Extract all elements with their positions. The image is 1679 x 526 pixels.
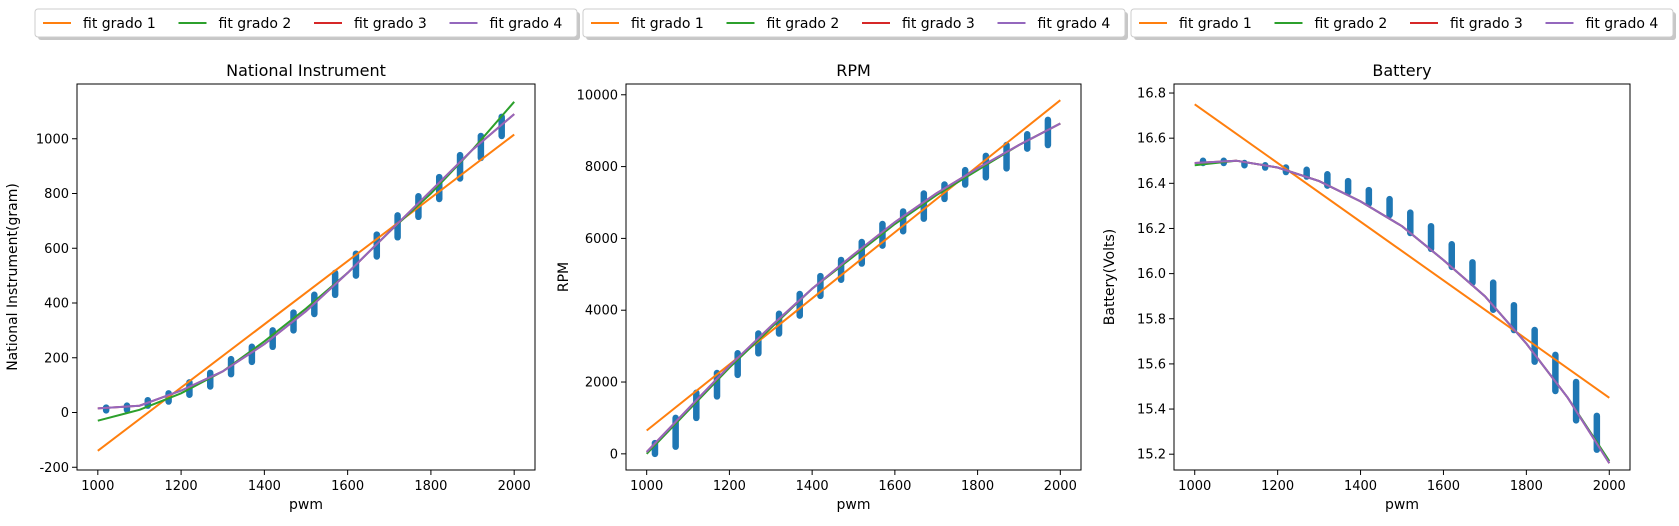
axes-frame	[625, 83, 1082, 471]
y-tick-label: 0	[610, 447, 618, 462]
y-tick-label: 600	[44, 242, 69, 257]
legend-label-4: fit grado 4	[1586, 16, 1659, 32]
y-tick-label: 400	[44, 297, 69, 312]
plot-area	[1194, 103, 1611, 464]
legend: fit grado 1 fit grado 2 fit grado 3 fit gra…	[34, 8, 580, 40]
x-tick-label: 1000	[630, 479, 663, 494]
legend-label-1: fit grado 1	[1179, 16, 1252, 32]
series-line-3	[97, 113, 515, 410]
legend: fit grado 1 fit grado 2 fit grado 3 fit gra…	[1130, 8, 1676, 40]
y-axis-label: Battery(Volts)	[1102, 229, 1118, 325]
series-line-1	[1194, 103, 1610, 399]
x-tick-label: 1200	[165, 479, 198, 494]
y-tick-label: 10000	[577, 88, 618, 103]
y-tick-label: 16.6	[1137, 132, 1166, 147]
plot-area	[645, 99, 1061, 458]
plot-area	[97, 101, 515, 452]
x-tick-label: 1000	[81, 479, 114, 494]
x-axis-label: pwm	[837, 497, 871, 513]
subplot-2: RPM 1000 1200 1400 1600 1800 2000 0 2000 4000 6000…	[556, 8, 1128, 513]
legend-label-2: fit grado 2	[767, 16, 840, 32]
legend-label-3: fit grado 3	[1450, 16, 1523, 32]
x-tick-label: 1600	[878, 479, 911, 494]
y-tick-label: 0	[61, 406, 69, 421]
y-axis-label: National Instrument(gram)	[5, 183, 21, 371]
x-tick-label: 1200	[1261, 479, 1294, 494]
y-tick-label: 15.4	[1137, 403, 1166, 418]
legend-box	[34, 8, 578, 38]
x-tick-label: 1800	[1510, 479, 1543, 494]
x-tick-label: 2000	[1044, 479, 1077, 494]
legend-box	[582, 8, 1126, 38]
x-tick-label: 1400	[248, 479, 281, 494]
y-tick-label: 15.6	[1137, 357, 1166, 372]
y-tick-label: 200	[44, 351, 69, 366]
series-line-2	[645, 122, 1061, 455]
series-line-3	[645, 122, 1061, 453]
x-tick-label: 1200	[713, 479, 746, 494]
legend-box	[1130, 8, 1674, 38]
x-tick-label: 1000	[1178, 479, 1211, 494]
y-tick-label: 4000	[585, 304, 618, 319]
y-tick-label: 15.2	[1137, 448, 1166, 463]
y-tick-label: 8000	[585, 160, 618, 175]
series-line-4	[97, 113, 515, 410]
y-tick-label: 2000	[585, 376, 618, 391]
x-axis-label: pwm	[1385, 497, 1419, 513]
x-tick-label: 1800	[414, 479, 447, 494]
y-tick-label: 16.8	[1137, 87, 1166, 102]
series-line-2	[1194, 159, 1611, 462]
y-axis-label: RPM	[556, 262, 572, 292]
legend-label-2: fit grado 2	[1315, 16, 1388, 32]
x-tick-label: 1400	[1344, 479, 1377, 494]
x-tick-label: 1800	[961, 479, 994, 494]
legend-label-2: fit grado 2	[219, 16, 292, 32]
x-tick-label: 1400	[796, 479, 829, 494]
series-line-4	[645, 122, 1061, 453]
y-tick-label: 1000	[36, 132, 69, 147]
x-tick-label: 1600	[1427, 479, 1460, 494]
y-tick-label: 16.4	[1137, 177, 1166, 192]
legend-label-3: fit grado 3	[354, 16, 427, 32]
legend-label-1: fit grado 1	[83, 16, 156, 32]
series-line-2	[97, 101, 515, 422]
legend-label-3: fit grado 3	[902, 16, 975, 32]
chart-title: Battery	[1372, 61, 1431, 80]
legend-label-4: fit grado 4	[1038, 16, 1111, 32]
subplot-3: Battery 1000 1200 1400 1600 1800 2000 15.2 15.4 1…	[1102, 8, 1676, 513]
y-tick-label: 16.2	[1137, 222, 1166, 237]
x-tick-label: 2000	[1593, 479, 1626, 494]
series-line-1	[646, 99, 1061, 432]
y-tick-label: -200	[39, 461, 69, 476]
chart-title: National Instrument	[226, 61, 386, 80]
y-tick-label: 6000	[585, 232, 618, 247]
y-tick-label: 15.8	[1137, 312, 1166, 327]
y-tick-label: 800	[44, 187, 69, 202]
subplot-1: National Instrument 1000 1200 1400 1600 1800 2…	[5, 8, 580, 513]
series-line-4	[1194, 159, 1611, 464]
series-line-1	[97, 133, 515, 452]
series-line-3	[1194, 159, 1611, 464]
axes-frame	[1173, 83, 1631, 471]
x-tick-label: 2000	[498, 479, 531, 494]
legend: fit grado 1 fit grado 2 fit grado 3 fit gra…	[582, 8, 1128, 40]
chart-title: RPM	[836, 61, 871, 80]
legend-label-1: fit grado 1	[631, 16, 704, 32]
x-axis-label: pwm	[289, 497, 323, 513]
legend-label-4: fit grado 4	[490, 16, 563, 32]
x-tick-label: 1600	[331, 479, 364, 494]
y-tick-label: 16.0	[1137, 267, 1166, 282]
axes-frame	[76, 83, 536, 471]
